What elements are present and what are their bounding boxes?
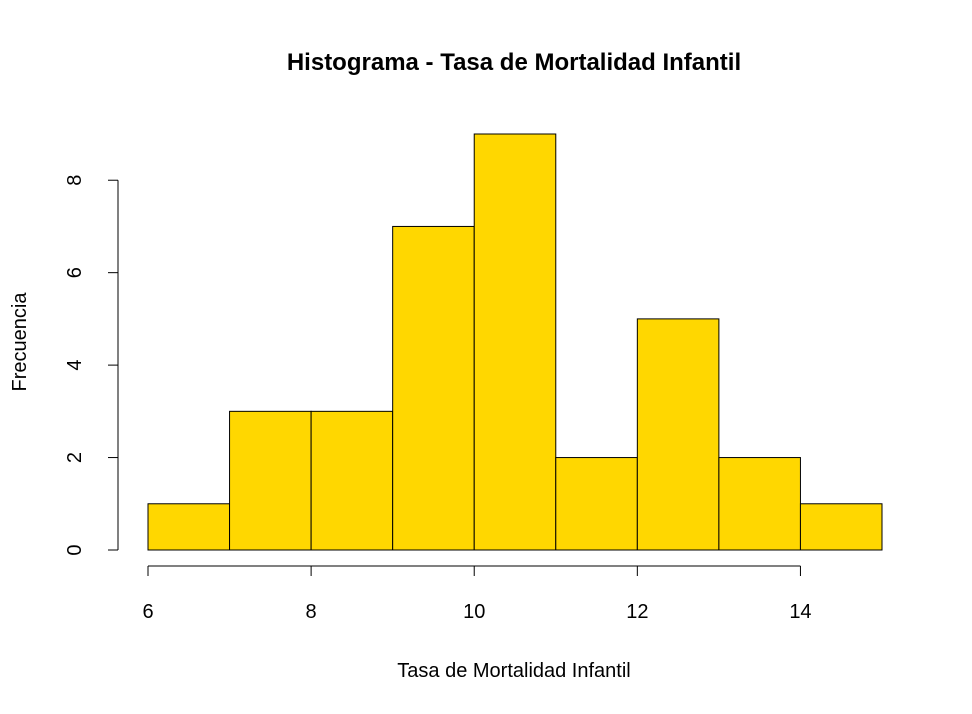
histogram-bar-1 [229, 410, 312, 551]
x-tick-label-12: 12 [626, 601, 648, 623]
bars-group [147, 133, 883, 551]
histogram-bar-7 [718, 457, 801, 551]
histogram-bar-6 [636, 318, 720, 551]
y-tick-label-2: 2 [64, 452, 86, 463]
histogram-bar-2 [310, 410, 394, 551]
x-axis: 6 8 10 12 14 [142, 565, 812, 623]
x-tick-label-6: 6 [142, 601, 153, 623]
y-tick-label-6: 6 [64, 267, 86, 278]
histogram-bar-8 [799, 503, 883, 551]
y-tick-label-4: 4 [64, 360, 86, 371]
y-axis-label: Frecuencia [9, 292, 31, 392]
histogram-bar-3 [392, 225, 475, 551]
x-tick-label-14: 14 [789, 601, 811, 623]
histogram-bar-0 [147, 503, 231, 551]
x-tick-label-10: 10 [463, 601, 485, 623]
y-axis: 0 2 4 6 8 [64, 175, 119, 556]
histogram-bar-5 [555, 457, 638, 551]
y-tick-label-8: 8 [64, 175, 86, 186]
histogram-bar-4 [473, 133, 557, 551]
x-axis-label: Tasa de Mortalidad Infantil [397, 660, 630, 682]
y-tick-label-0: 0 [64, 544, 86, 555]
x-tick-label-8: 8 [306, 601, 317, 623]
chart-title: Histograma - Tasa de Mortalidad Infantil [287, 49, 741, 76]
